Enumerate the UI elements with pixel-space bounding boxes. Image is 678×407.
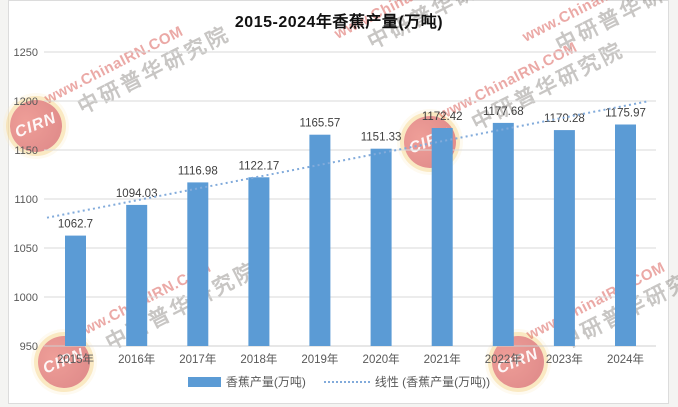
bar-value-label: 1062.7 [58,219,93,231]
legend-bar-swatch [187,376,221,387]
bar-value-label: 1122.17 [239,160,280,172]
bar-value-label: 1151.33 [361,132,402,144]
bar-value-label: 1172.42 [422,111,463,123]
y-tick-label: 1050 [14,243,38,255]
x-tick-label: 2024年 [607,352,644,366]
bar-value-label: 1165.57 [300,118,341,130]
y-tick-label: 950 [20,341,38,353]
x-tick-label: 2023年 [546,352,583,366]
x-tick-label: 2016年 [118,352,155,366]
bar-2024年 [615,124,636,346]
bar-2022年 [492,122,514,347]
legend-trendline-label: 线性 (香蕉产量(万吨)) [374,375,491,389]
bar-2020年 [370,148,392,346]
bar-value-label: 1175.97 [605,108,646,120]
legend: 香蕉产量(万吨) 线性 (香蕉产量(万吨)) [8,373,670,390]
x-tick-label: 2021年 [424,352,461,366]
bar-2017年 [187,182,209,346]
x-tick-label: 2017年 [179,352,216,366]
x-tick-label: 2020年 [363,352,400,366]
legend-trendline-swatch [323,380,370,383]
bar-2021年 [431,128,453,346]
bar-2015年 [65,235,86,346]
legend-bar-label: 香蕉产量(万吨) [225,375,306,389]
bar-value-label: 1116.98 [178,165,218,177]
x-tick-label: 2018年 [240,352,277,366]
bar-2018年 [248,177,270,346]
bar-2023年 [553,130,575,346]
x-tick-label: 2022年 [485,352,522,366]
y-tick-label: 1200 [14,96,38,108]
bar-value-label: 1177.68 [483,106,524,118]
bar-value-label: 1094.03 [116,188,158,200]
bar-2019年 [309,134,331,346]
bar-2016年 [126,204,148,346]
y-tick-label: 1000 [14,292,38,304]
x-tick-label: 2015年 [57,352,94,366]
y-tick-label: 1250 [14,47,38,59]
chart-title: 2015-2024年香蕉产量(万吨) [234,14,444,31]
x-tick-label: 2019年 [301,352,338,366]
y-tick-label: 1150 [14,145,38,157]
y-tick-label: 1100 [14,194,38,206]
